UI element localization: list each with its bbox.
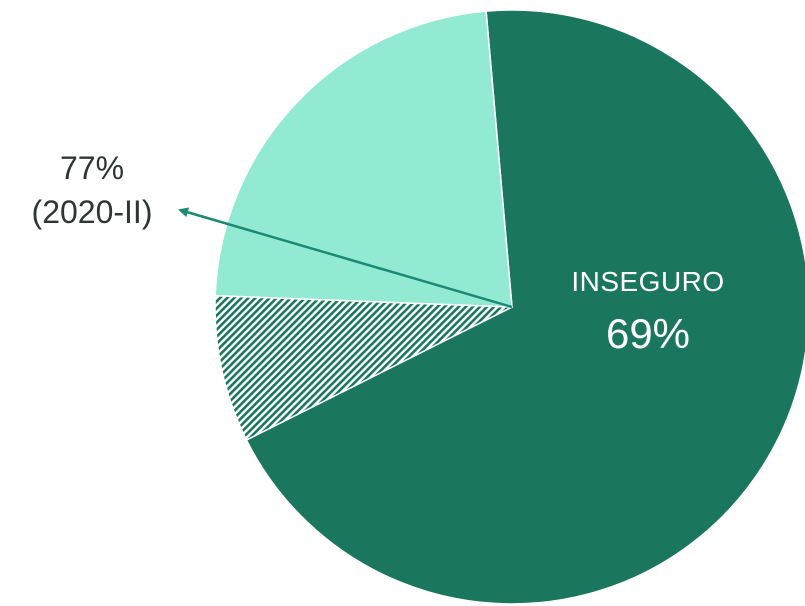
annotation-value: 77% [59,150,125,186]
slice-light [214,10,513,308]
slice-label-value: 69% [605,310,691,357]
annotation-callout: 77% (2020-II) [8,146,176,234]
slice-label-name: INSEGURO [571,266,725,297]
slice-label-inseguro: INSEGURO 69% [548,262,748,360]
slice-hatched [214,294,513,441]
slice-inseguro [245,9,805,605]
annotation-arrow [178,207,513,309]
annotation-period: (2020-II) [31,194,153,230]
